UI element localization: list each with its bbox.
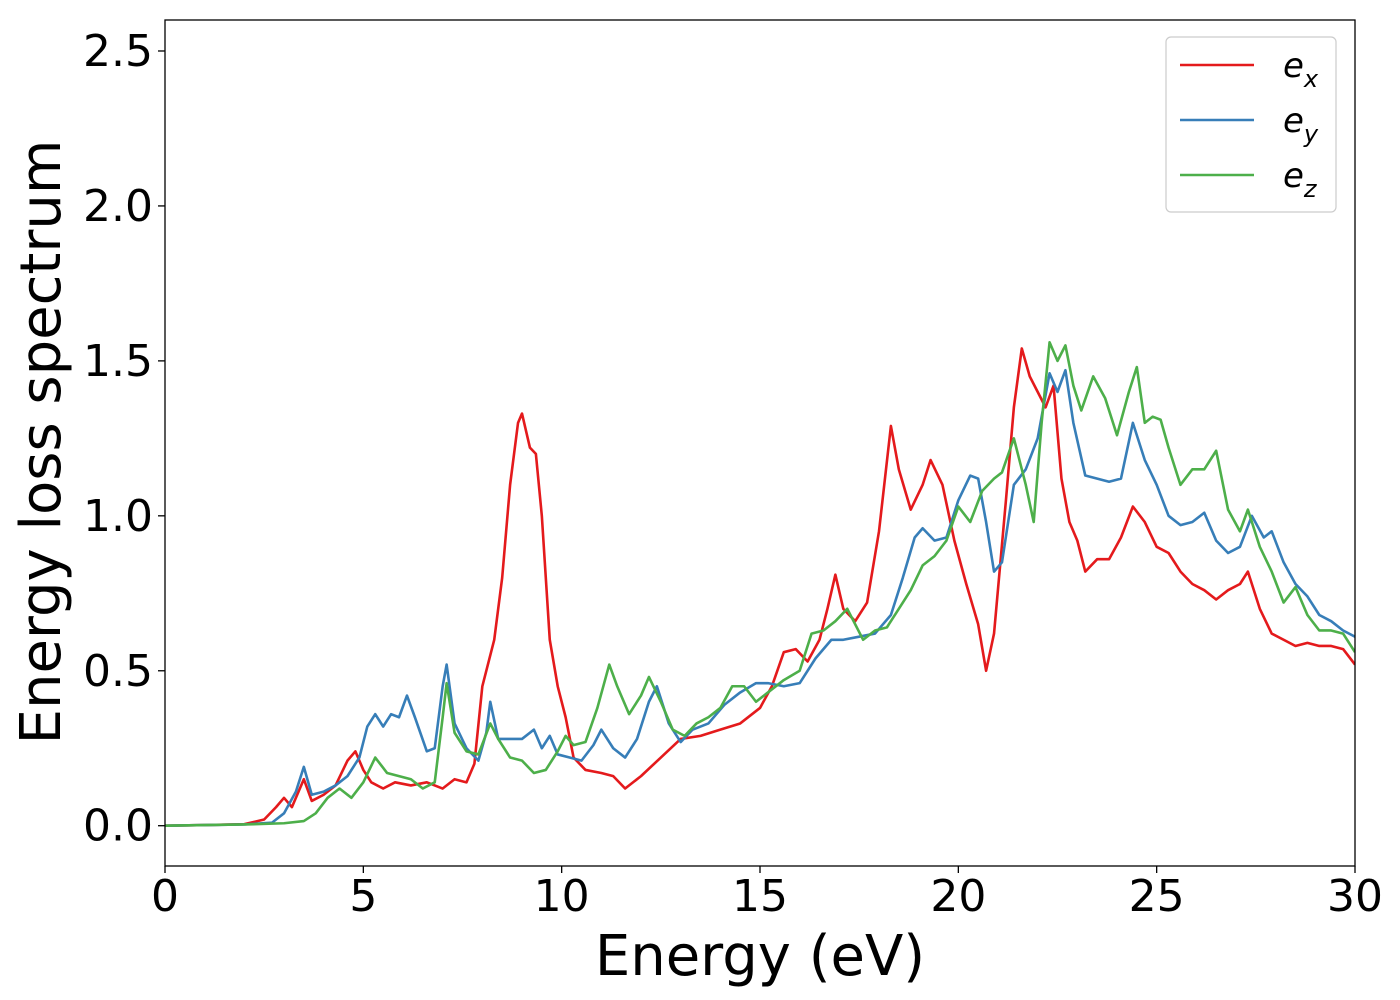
axes: 0 5 10 15 20 25 30 0.0 0.5 1.0 1.5 2.0 2.5 [83, 19, 1383, 922]
y-tick-label: 1.0 [83, 491, 153, 542]
x-tick-label: 0 [151, 871, 179, 922]
x-tick-label: 5 [349, 871, 377, 922]
series-line-x [165, 347, 1355, 828]
x-tick-label: 25 [1129, 871, 1185, 922]
x-tick-label: 20 [930, 871, 986, 922]
series-line-z [165, 340, 1355, 828]
y-tick-label: 2.5 [83, 26, 153, 77]
y-tick-label: 0.0 [83, 801, 153, 852]
y-tick-label: 2.0 [83, 181, 153, 232]
series-line-y [165, 368, 1355, 828]
y-tick-label: 1.5 [83, 336, 153, 387]
y-tick-label: 0.5 [83, 646, 153, 697]
plot-area [165, 340, 1355, 828]
legend-box [1165, 36, 1337, 213]
x-tick-label: 30 [1327, 871, 1383, 922]
x-axis-label: Energy (eV) [595, 924, 925, 989]
y-axis-label: Energy loss spectrum [9, 140, 74, 745]
x-tick-label: 10 [534, 871, 590, 922]
legend-label-z: ez [1283, 156, 1318, 203]
x-tick-label: 15 [732, 871, 788, 922]
